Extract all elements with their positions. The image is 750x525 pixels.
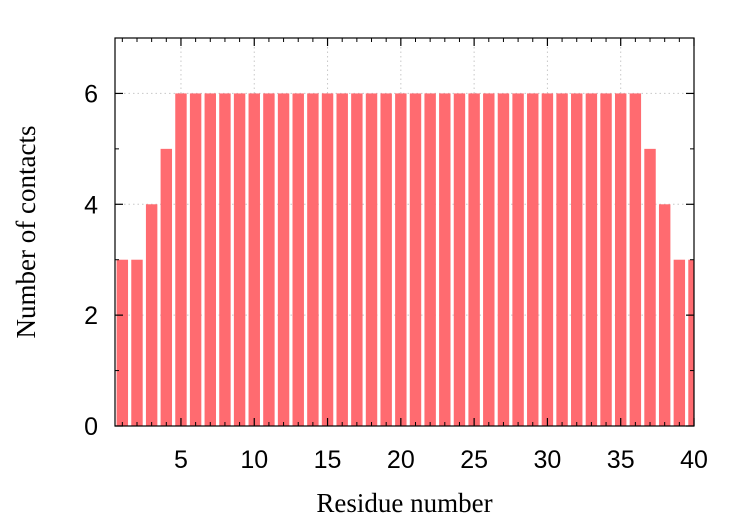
x-tick-label: 30 (534, 446, 562, 474)
bar (131, 259, 143, 426)
bar (556, 93, 568, 427)
bar (409, 93, 422, 427)
bar (145, 204, 158, 426)
bar (189, 93, 202, 427)
bar (527, 93, 539, 427)
bar (468, 93, 480, 427)
y-tick-labels: 0 2 4 6 (84, 80, 98, 441)
y-tick-label: 2 (84, 302, 98, 330)
x-tick-label: 15 (314, 446, 342, 474)
y-tick-label: 0 (84, 413, 98, 441)
bar (248, 93, 260, 427)
tick-marks (115, 38, 695, 427)
bar (351, 93, 363, 427)
bars (116, 93, 694, 427)
bar (453, 93, 466, 427)
bar (365, 93, 378, 427)
bar (541, 93, 554, 427)
x-tick-labels: 5 10 15 20 25 30 35 40 (174, 446, 708, 474)
bar (600, 93, 612, 427)
bar (629, 93, 642, 427)
bar (439, 93, 451, 427)
bar (233, 93, 246, 427)
x-tick-label: 35 (607, 446, 635, 474)
x-tick-label: 20 (387, 446, 415, 474)
x-tick-label: 40 (680, 446, 708, 474)
bar (263, 93, 275, 427)
bar (219, 93, 231, 427)
bar (321, 93, 334, 427)
y-axis-title: Number of contacts (11, 126, 41, 339)
bar (688, 259, 694, 426)
bar (658, 204, 671, 426)
bar (424, 93, 436, 427)
bar (497, 93, 510, 427)
bar (644, 148, 656, 427)
bar (571, 93, 583, 427)
bar (395, 93, 407, 427)
y-tick-label: 6 (84, 80, 98, 108)
plot-frame (114, 37, 695, 427)
bar (116, 259, 129, 426)
x-tick-label: 5 (174, 446, 188, 474)
bar (380, 93, 392, 427)
bar (483, 93, 495, 427)
x-axis-title: Residue number (316, 488, 492, 518)
bar (160, 148, 173, 427)
bar (673, 259, 686, 426)
x-tick-label: 10 (240, 446, 268, 474)
bar (292, 93, 304, 427)
bar (512, 93, 524, 427)
bar (277, 93, 290, 427)
bar (204, 93, 216, 427)
y-tick-label: 4 (84, 191, 98, 219)
bar (614, 93, 627, 427)
bar (175, 93, 187, 427)
bar (307, 93, 319, 427)
bar (336, 93, 348, 427)
x-tick-label: 25 (460, 446, 488, 474)
bar (585, 93, 598, 427)
